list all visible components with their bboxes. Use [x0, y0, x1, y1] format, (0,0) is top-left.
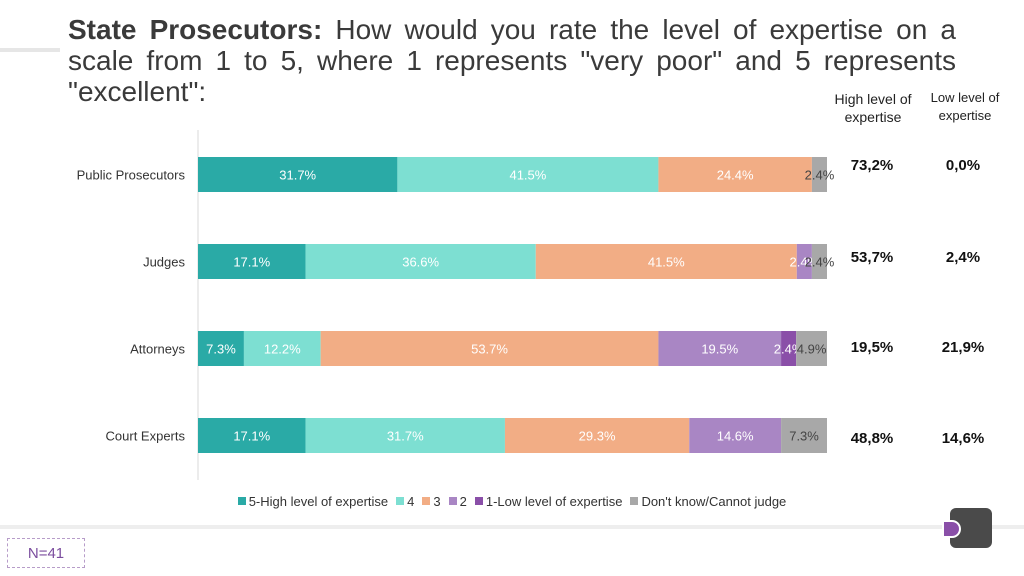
category-label-judges: Judges: [143, 255, 185, 270]
summary-high-judges: 53,7%: [850, 249, 894, 266]
legend-swatch-2: [448, 497, 457, 505]
bar-court-experts-5-high-level-of-expertise: [198, 418, 306, 453]
bar-judges-5-high-level-of-expertise: [198, 244, 306, 279]
legend-label-3: 3: [433, 494, 441, 509]
page-title: State Prosecutors: How would you rate th…: [68, 14, 956, 107]
data-label-court-experts-4: 31.7%: [387, 429, 424, 444]
legend-item-3: 3: [422, 494, 441, 509]
bar-court-experts-4: [305, 418, 505, 453]
data-label-court-experts-3: 29.3%: [579, 429, 616, 444]
data-label-court-experts-don-t-know-cannot-judge: 7.3%: [789, 429, 819, 444]
bar-attorneys-3: [320, 331, 659, 366]
legend-swatch-3: [422, 497, 431, 505]
bar-attorneys-2: [658, 331, 782, 366]
bar-court-experts-3: [504, 418, 690, 453]
summary-high-attorneys: 19,5%: [850, 339, 894, 356]
category-label-attorneys: Attorneys: [130, 342, 185, 357]
bar-public-prosecutors-3: [658, 157, 812, 192]
legend-label-1-low-level-of-expertise: 1-Low level of expertise: [485, 494, 623, 509]
low-expertise-header: Low level of expertise: [930, 90, 1000, 123]
legend-item-don-t-know-cannot-judge: Don't know/Cannot judge: [630, 494, 786, 509]
data-label-attorneys-2: 19.5%: [701, 342, 738, 357]
category-label-court-experts: Court Experts: [106, 429, 186, 444]
data-label-court-experts-2: 14.6%: [717, 429, 754, 444]
bottom-decorative-rule: [0, 525, 1024, 529]
bar-court-experts-don-t-know-cannot-judge: [781, 418, 827, 453]
data-label-judges-3: 41.5%: [648, 255, 685, 270]
summary-high-court-experts: 48,8%: [850, 430, 894, 447]
legend-swatch-4: [396, 497, 405, 505]
summary-low-court-experts: 14,6%: [941, 430, 985, 447]
data-label-judges-don-t-know-cannot-judge: 2.4%: [805, 255, 835, 270]
bar-judges-4: [305, 244, 536, 279]
bar-public-prosecutors-don-t-know-cannot-judge: [811, 157, 827, 192]
bar-attorneys-1-low-level-of-expertise: [781, 331, 797, 366]
sample-size-badge: N=41: [7, 538, 85, 568]
bar-court-experts-2: [689, 418, 782, 453]
data-label-attorneys-4: 12.2%: [264, 342, 301, 357]
bar-attorneys-don-t-know-cannot-judge: [796, 331, 827, 366]
data-label-public-prosecutors-don-t-know-cannot-judge: 2.4%: [805, 168, 835, 183]
title-bold: State Prosecutors:: [68, 14, 323, 45]
bar-public-prosecutors-4: [397, 157, 659, 192]
category-label-public-prosecutors: Public Prosecutors: [77, 168, 186, 183]
high-expertise-header: High level of expertise: [834, 91, 912, 125]
legend-item-5-high-level-of-expertise: 5-High level of expertise: [237, 494, 389, 509]
legend-item-1-low-level-of-expertise: 1-Low level of expertise: [474, 494, 623, 509]
summary-high-public-prosecutors: 73,2%: [850, 157, 894, 174]
data-label-judges-5-high-level-of-expertise: 17.1%: [233, 255, 270, 270]
data-label-judges-4: 36.6%: [402, 255, 439, 270]
data-label-attorneys-3: 53.7%: [471, 342, 508, 357]
data-label-public-prosecutors-5-high-level-of-expertise: 31.7%: [279, 168, 316, 183]
legend-swatch-1-low-level-of-expertise: [474, 497, 483, 505]
title-question: How would you rate the level of expertis…: [68, 14, 956, 107]
legend-swatch-5-high-level-of-expertise: [237, 497, 246, 505]
legend-label-4: 4: [407, 494, 415, 509]
legend-swatch-don-t-know-cannot-judge: [630, 497, 639, 505]
legend-label-don-t-know-cannot-judge: Don't know/Cannot judge: [641, 494, 787, 509]
data-label-attorneys-don-t-know-cannot-judge: 4.9%: [797, 342, 827, 357]
summary-low-judges: 2,4%: [945, 249, 981, 266]
bar-judges-2: [796, 244, 812, 279]
bar-attorneys-5-high-level-of-expertise: [198, 331, 244, 366]
bar-judges-3: [535, 244, 797, 279]
bar-attorneys-4: [243, 331, 321, 366]
chart-legend: 5-High level of expertise 4 3 2 1-Low level …: [0, 494, 1024, 509]
summary-low-public-prosecutors: 0,0%: [945, 157, 981, 174]
data-label-public-prosecutors-3: 24.4%: [717, 168, 754, 183]
data-label-court-experts-5-high-level-of-expertise: 17.1%: [233, 429, 270, 444]
data-label-public-prosecutors-4: 41.5%: [509, 168, 546, 183]
data-label-attorneys-5-high-level-of-expertise: 7.3%: [206, 342, 236, 357]
bar-judges-don-t-know-cannot-judge: [811, 244, 827, 279]
summary-low-attorneys: 21,9%: [941, 339, 985, 356]
legend-label-5-high-level-of-expertise: 5-High level of expertise: [248, 494, 389, 509]
bar-public-prosecutors-5-high-level-of-expertise: [198, 157, 398, 192]
brand-logo-icon: [942, 508, 992, 548]
legend-item-2: 2: [448, 494, 467, 509]
legend-item-4: 4: [396, 494, 414, 509]
top-decorative-rule: [0, 48, 60, 52]
legend-label-2: 2: [459, 494, 467, 509]
